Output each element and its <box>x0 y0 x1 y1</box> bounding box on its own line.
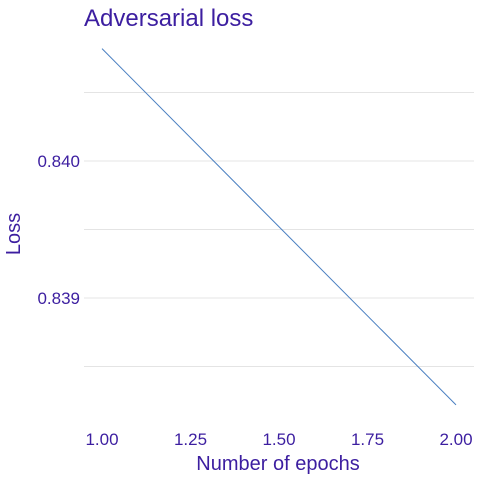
x-axis-label: Number of epochs <box>196 453 359 475</box>
grid-layer <box>84 92 474 367</box>
x-tick-label: 1.50 <box>262 430 295 449</box>
loss-series-line <box>101 48 457 406</box>
series-layer <box>101 48 457 406</box>
x-tick-label: 2.00 <box>439 430 472 449</box>
chart-title: Adversarial loss <box>84 5 253 32</box>
x-tick-label: 1.25 <box>174 430 207 449</box>
y-tick-label: 0.839 <box>37 289 80 308</box>
y-axis-label: Loss <box>3 213 25 255</box>
y-tick-labels: 0.839 0.840 <box>37 152 80 308</box>
x-tick-label: 1.00 <box>85 430 118 449</box>
x-tick-labels: 1.00 1.25 1.50 1.75 2.00 <box>85 430 472 449</box>
x-tick-label: 1.75 <box>351 430 384 449</box>
y-tick-label: 0.840 <box>37 152 80 171</box>
